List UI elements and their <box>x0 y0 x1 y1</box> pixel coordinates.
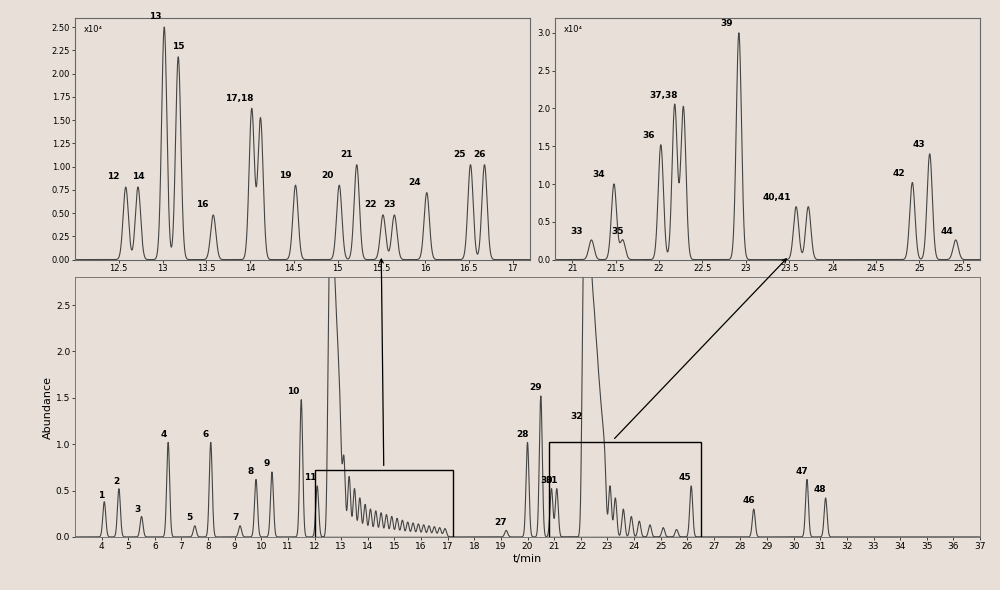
Text: 32: 32 <box>570 412 583 421</box>
Text: 12: 12 <box>107 172 120 182</box>
Text: 23: 23 <box>384 201 396 209</box>
Text: 26: 26 <box>473 150 486 159</box>
Text: 44: 44 <box>941 227 953 236</box>
Text: 37,38: 37,38 <box>649 91 678 100</box>
Text: 19: 19 <box>279 171 291 179</box>
Text: 25: 25 <box>454 150 466 159</box>
Y-axis label: Abundance: Abundance <box>43 376 53 438</box>
Text: x10⁴: x10⁴ <box>564 25 583 34</box>
Text: 7: 7 <box>233 513 239 522</box>
Text: 30: 30 <box>540 476 552 485</box>
Text: 17,18: 17,18 <box>225 94 254 103</box>
Text: 27: 27 <box>495 517 507 527</box>
Bar <box>315 470 453 537</box>
Text: 40,41: 40,41 <box>763 193 791 202</box>
Text: 9: 9 <box>263 459 270 468</box>
Text: 47: 47 <box>795 467 808 476</box>
Text: 22: 22 <box>364 201 377 209</box>
Bar <box>549 442 701 537</box>
Text: 20: 20 <box>321 171 333 179</box>
X-axis label: t/min: t/min <box>513 553 542 563</box>
Text: 8: 8 <box>248 467 254 476</box>
Text: 1: 1 <box>98 491 105 500</box>
Text: 46: 46 <box>742 496 755 506</box>
Text: 3: 3 <box>134 504 141 514</box>
Text: 4: 4 <box>161 430 167 438</box>
Text: 35: 35 <box>611 227 624 236</box>
Text: 5: 5 <box>186 513 193 522</box>
Text: 15: 15 <box>172 42 184 51</box>
Text: 11: 11 <box>304 473 317 482</box>
Text: 6: 6 <box>202 430 209 438</box>
Text: 2: 2 <box>113 477 119 486</box>
Text: 14: 14 <box>132 172 144 182</box>
Text: 13: 13 <box>149 12 162 21</box>
Text: 10: 10 <box>287 387 299 396</box>
Text: 24: 24 <box>408 178 421 187</box>
Text: 48: 48 <box>814 485 827 494</box>
Text: x10⁴: x10⁴ <box>84 25 103 34</box>
Text: 36: 36 <box>642 131 655 140</box>
Text: 45: 45 <box>678 473 691 482</box>
Text: 21: 21 <box>340 150 352 159</box>
Text: 33: 33 <box>570 227 583 236</box>
Text: 28: 28 <box>516 430 528 438</box>
Text: 43: 43 <box>913 140 926 149</box>
Text: 31: 31 <box>545 476 558 485</box>
Text: 16: 16 <box>196 201 209 209</box>
Text: 39: 39 <box>720 19 733 28</box>
Text: 29: 29 <box>529 384 542 392</box>
Text: 42: 42 <box>892 169 905 178</box>
Text: 34: 34 <box>592 171 605 179</box>
